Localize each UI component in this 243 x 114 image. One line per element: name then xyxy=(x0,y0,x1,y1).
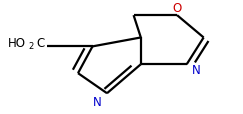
Text: HO: HO xyxy=(8,37,26,50)
Text: O: O xyxy=(173,2,182,15)
Text: N: N xyxy=(192,64,201,77)
Text: 2: 2 xyxy=(28,42,34,51)
Text: C: C xyxy=(36,37,45,50)
Text: N: N xyxy=(93,95,102,108)
